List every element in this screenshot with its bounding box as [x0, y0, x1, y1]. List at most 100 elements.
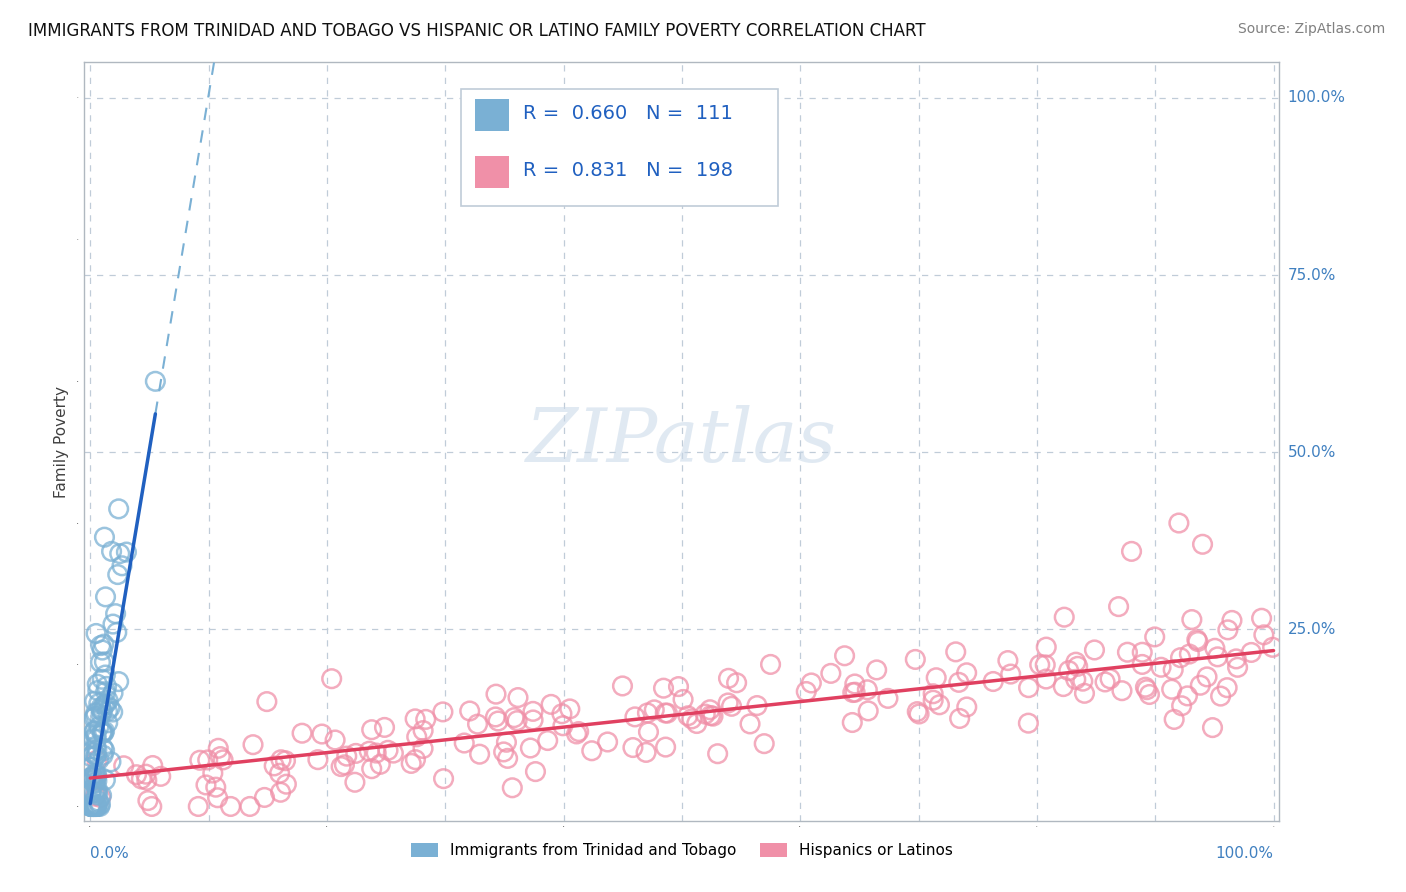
Point	[1143, 630, 1166, 644]
Point	[97, 715, 120, 730]
Point	[558, 702, 581, 716]
Point	[239, 799, 262, 814]
Point	[323, 733, 346, 747]
Point	[276, 777, 298, 791]
Point	[551, 719, 574, 733]
Point	[1073, 686, 1095, 700]
Point	[142, 758, 165, 772]
Point	[657, 706, 679, 721]
Point	[80, 749, 103, 764]
Point	[93, 726, 115, 740]
Point	[997, 654, 1019, 668]
Point	[135, 773, 157, 788]
Point	[242, 738, 264, 752]
Point	[524, 764, 547, 779]
Point	[82, 731, 104, 746]
Point	[101, 705, 124, 719]
Point	[1201, 721, 1223, 735]
Point	[596, 735, 619, 749]
Point	[637, 725, 659, 739]
Point	[754, 737, 776, 751]
Point	[307, 753, 329, 767]
Point	[97, 693, 120, 707]
Point	[1167, 516, 1189, 530]
Point	[1261, 640, 1284, 655]
Point	[1163, 713, 1185, 727]
Point	[636, 706, 658, 720]
Point	[486, 714, 509, 728]
Point	[84, 772, 107, 786]
Point	[83, 725, 105, 739]
Point	[717, 671, 740, 685]
Point	[87, 697, 110, 711]
Point	[360, 723, 382, 737]
Point	[1195, 670, 1218, 684]
Point	[1209, 689, 1232, 703]
Point	[551, 706, 574, 721]
Point	[90, 789, 112, 803]
Point	[1035, 640, 1057, 654]
Point	[1187, 634, 1209, 648]
Point	[1135, 680, 1157, 694]
Point	[91, 704, 114, 718]
Point	[84, 706, 107, 720]
Bar	[475, 99, 509, 130]
Point	[96, 680, 118, 694]
Point	[412, 741, 434, 756]
Point	[519, 741, 541, 756]
Point	[856, 682, 879, 697]
Point	[956, 665, 979, 680]
Point	[80, 773, 103, 788]
Point	[344, 747, 367, 761]
Point	[82, 799, 104, 814]
Point	[96, 704, 118, 718]
Point	[187, 799, 209, 814]
Point	[336, 749, 359, 764]
Point	[745, 698, 768, 713]
Point	[368, 757, 391, 772]
Point	[84, 797, 107, 812]
Point	[877, 691, 900, 706]
Point	[820, 666, 842, 681]
Point	[108, 547, 131, 561]
Point	[1181, 613, 1204, 627]
Point	[377, 743, 399, 757]
Point	[93, 530, 115, 544]
Point	[686, 716, 709, 731]
Point	[1057, 664, 1080, 678]
Point	[82, 796, 104, 810]
Point	[131, 772, 153, 786]
Point	[945, 645, 967, 659]
Point	[1017, 716, 1039, 731]
Point	[94, 697, 117, 711]
Point	[1226, 660, 1249, 674]
Legend: Immigrants from Trinidad and Tobago, Hispanics or Latinos: Immigrants from Trinidad and Tobago, His…	[405, 838, 959, 864]
Point	[101, 686, 124, 700]
Point	[624, 710, 647, 724]
Point	[86, 731, 108, 746]
Point	[136, 794, 159, 808]
Point	[125, 768, 148, 782]
Point	[1216, 623, 1239, 637]
Point	[270, 785, 292, 799]
Point	[540, 698, 562, 712]
Point	[1071, 674, 1094, 689]
Point	[834, 648, 856, 663]
Point	[1121, 544, 1143, 558]
Point	[453, 736, 475, 750]
Point	[94, 590, 117, 604]
Point	[195, 778, 218, 792]
Point	[672, 692, 695, 706]
FancyBboxPatch shape	[461, 89, 778, 207]
Point	[366, 746, 388, 760]
Point	[1099, 672, 1122, 686]
Point	[503, 711, 526, 725]
Point	[263, 759, 285, 773]
Point	[84, 799, 107, 814]
Point	[86, 768, 108, 782]
Point	[91, 725, 114, 739]
Point	[467, 717, 489, 731]
Point	[956, 700, 979, 714]
Point	[83, 776, 105, 790]
Point	[506, 690, 529, 705]
